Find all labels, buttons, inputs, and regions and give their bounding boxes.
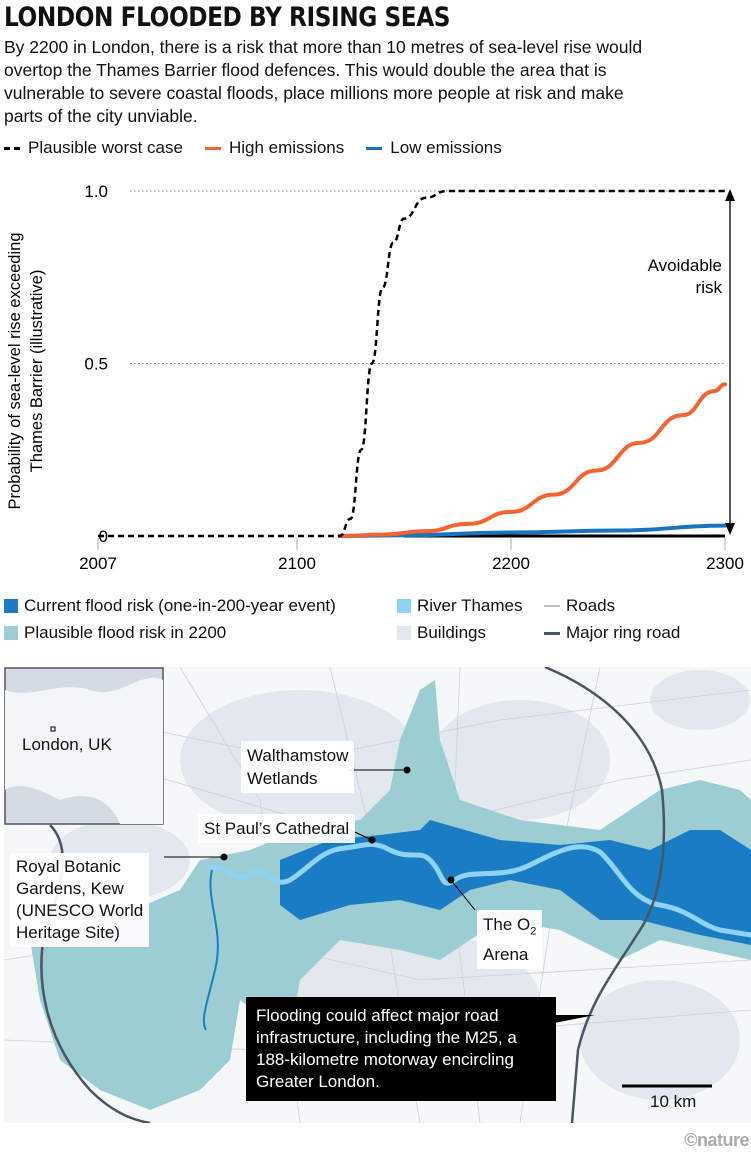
tributary (202, 869, 219, 1031)
legend-label: Current flood risk (one-in-200-year even… (24, 596, 336, 615)
walthamstow-label: Walthamstow Wetlands (241, 741, 355, 793)
london-marker-icon (50, 726, 56, 732)
legend-label: Roads (566, 596, 616, 615)
legend-low-emissions: Low emissions (366, 138, 502, 158)
callout-pointer (549, 1015, 595, 1024)
intro-text: By 2200 in London, there is a risk that … (4, 37, 643, 126)
inset-label: London, UK (22, 735, 112, 754)
series-high-emissions (337, 382, 727, 538)
swatch (4, 599, 18, 613)
dashed-line-swatch (4, 146, 20, 150)
x-tick-label: 2200 (492, 554, 530, 573)
swatch (544, 605, 560, 607)
legend-buildings: Buildings (397, 623, 486, 643)
swatch (397, 599, 411, 613)
y-axis-label-line2: Thames Barrier (illustrative) (28, 270, 46, 473)
subscript: 2 (530, 925, 537, 938)
legend-label: Low emissions (390, 138, 502, 157)
legend-ring-road: Major ring road (544, 623, 680, 643)
inset-map (4, 667, 164, 825)
m25-callout: Flooding could affect major road infrast… (246, 997, 556, 1101)
label-line: Wetlands (247, 769, 318, 788)
m25-ring-road (544, 667, 666, 1123)
stpauls-label: St Paul’s Cathedral (198, 814, 356, 843)
annotation-line1: Avoidable (648, 256, 722, 275)
label-line: Arena (483, 945, 529, 965)
x-tick-label: 2100 (278, 554, 316, 573)
legend-worst-case: Plausible worst case (4, 138, 183, 158)
label-line: (UNESCO World (16, 901, 144, 920)
y-tick-label: 0.5 (84, 355, 108, 374)
label-line: Royal Botanic (16, 857, 121, 876)
legend-label: High emissions (228, 138, 345, 157)
label-line: Gardens, Kew (16, 879, 124, 898)
swatch (397, 626, 411, 640)
page-title: LONDON FLOODED BY RISING SEAS (4, 2, 451, 33)
nature-logo: ©nature (684, 1130, 749, 1150)
arrow-up-icon (725, 189, 735, 201)
orange-line-swatch (204, 146, 221, 150)
chart-legend: Plausible worst case High emissions Low … (4, 138, 502, 158)
x-tick-label: 2007 (79, 554, 117, 573)
annotation-line2: risk (696, 278, 723, 297)
legend-plausible-flood: Plausible flood risk in 2200 (4, 623, 226, 643)
y-axis-label-line1: Probability of sea-level rise exceeding (6, 233, 24, 510)
legend-current-flood: Current flood risk (one-in-200-year even… (4, 596, 336, 616)
swatch (4, 626, 18, 640)
blue-line-swatch (366, 146, 383, 150)
legend-high-emissions: High emissions (204, 138, 345, 158)
legend-label: River Thames (417, 596, 523, 615)
label-line: The O (483, 915, 531, 934)
label-line: Heritage Site) (16, 923, 120, 942)
scale-label: 10 km (650, 1092, 697, 1111)
series-plausible-worst-case (97, 189, 725, 538)
legend-label: Major ring road (566, 623, 681, 642)
probability-chart: Probability of sea-level rise exceeding … (6, 182, 744, 573)
river-thames (208, 841, 751, 938)
swatch (544, 631, 560, 635)
arrow-down-icon (725, 523, 735, 535)
o2-label: The O2 Arena (477, 910, 543, 970)
kew-label: Royal Botanic Gardens, Kew (UNESCO World He… (10, 853, 150, 947)
x-tick-label: 2300 (706, 554, 744, 573)
legend-roads: Roads (544, 596, 615, 616)
y-tick-label: 1.0 (84, 182, 108, 201)
legend-label: Buildings (417, 623, 486, 642)
label-line: Walthamstow (247, 746, 349, 765)
y-axis-label: Probability of sea-level rise exceeding … (6, 233, 46, 510)
legend-river: River Thames (397, 596, 523, 616)
legend-label: Plausible flood risk in 2200 (24, 623, 227, 642)
legend-label: Plausible worst case (28, 138, 183, 157)
avoidable-risk-annotation: Avoidable risk (648, 189, 735, 535)
